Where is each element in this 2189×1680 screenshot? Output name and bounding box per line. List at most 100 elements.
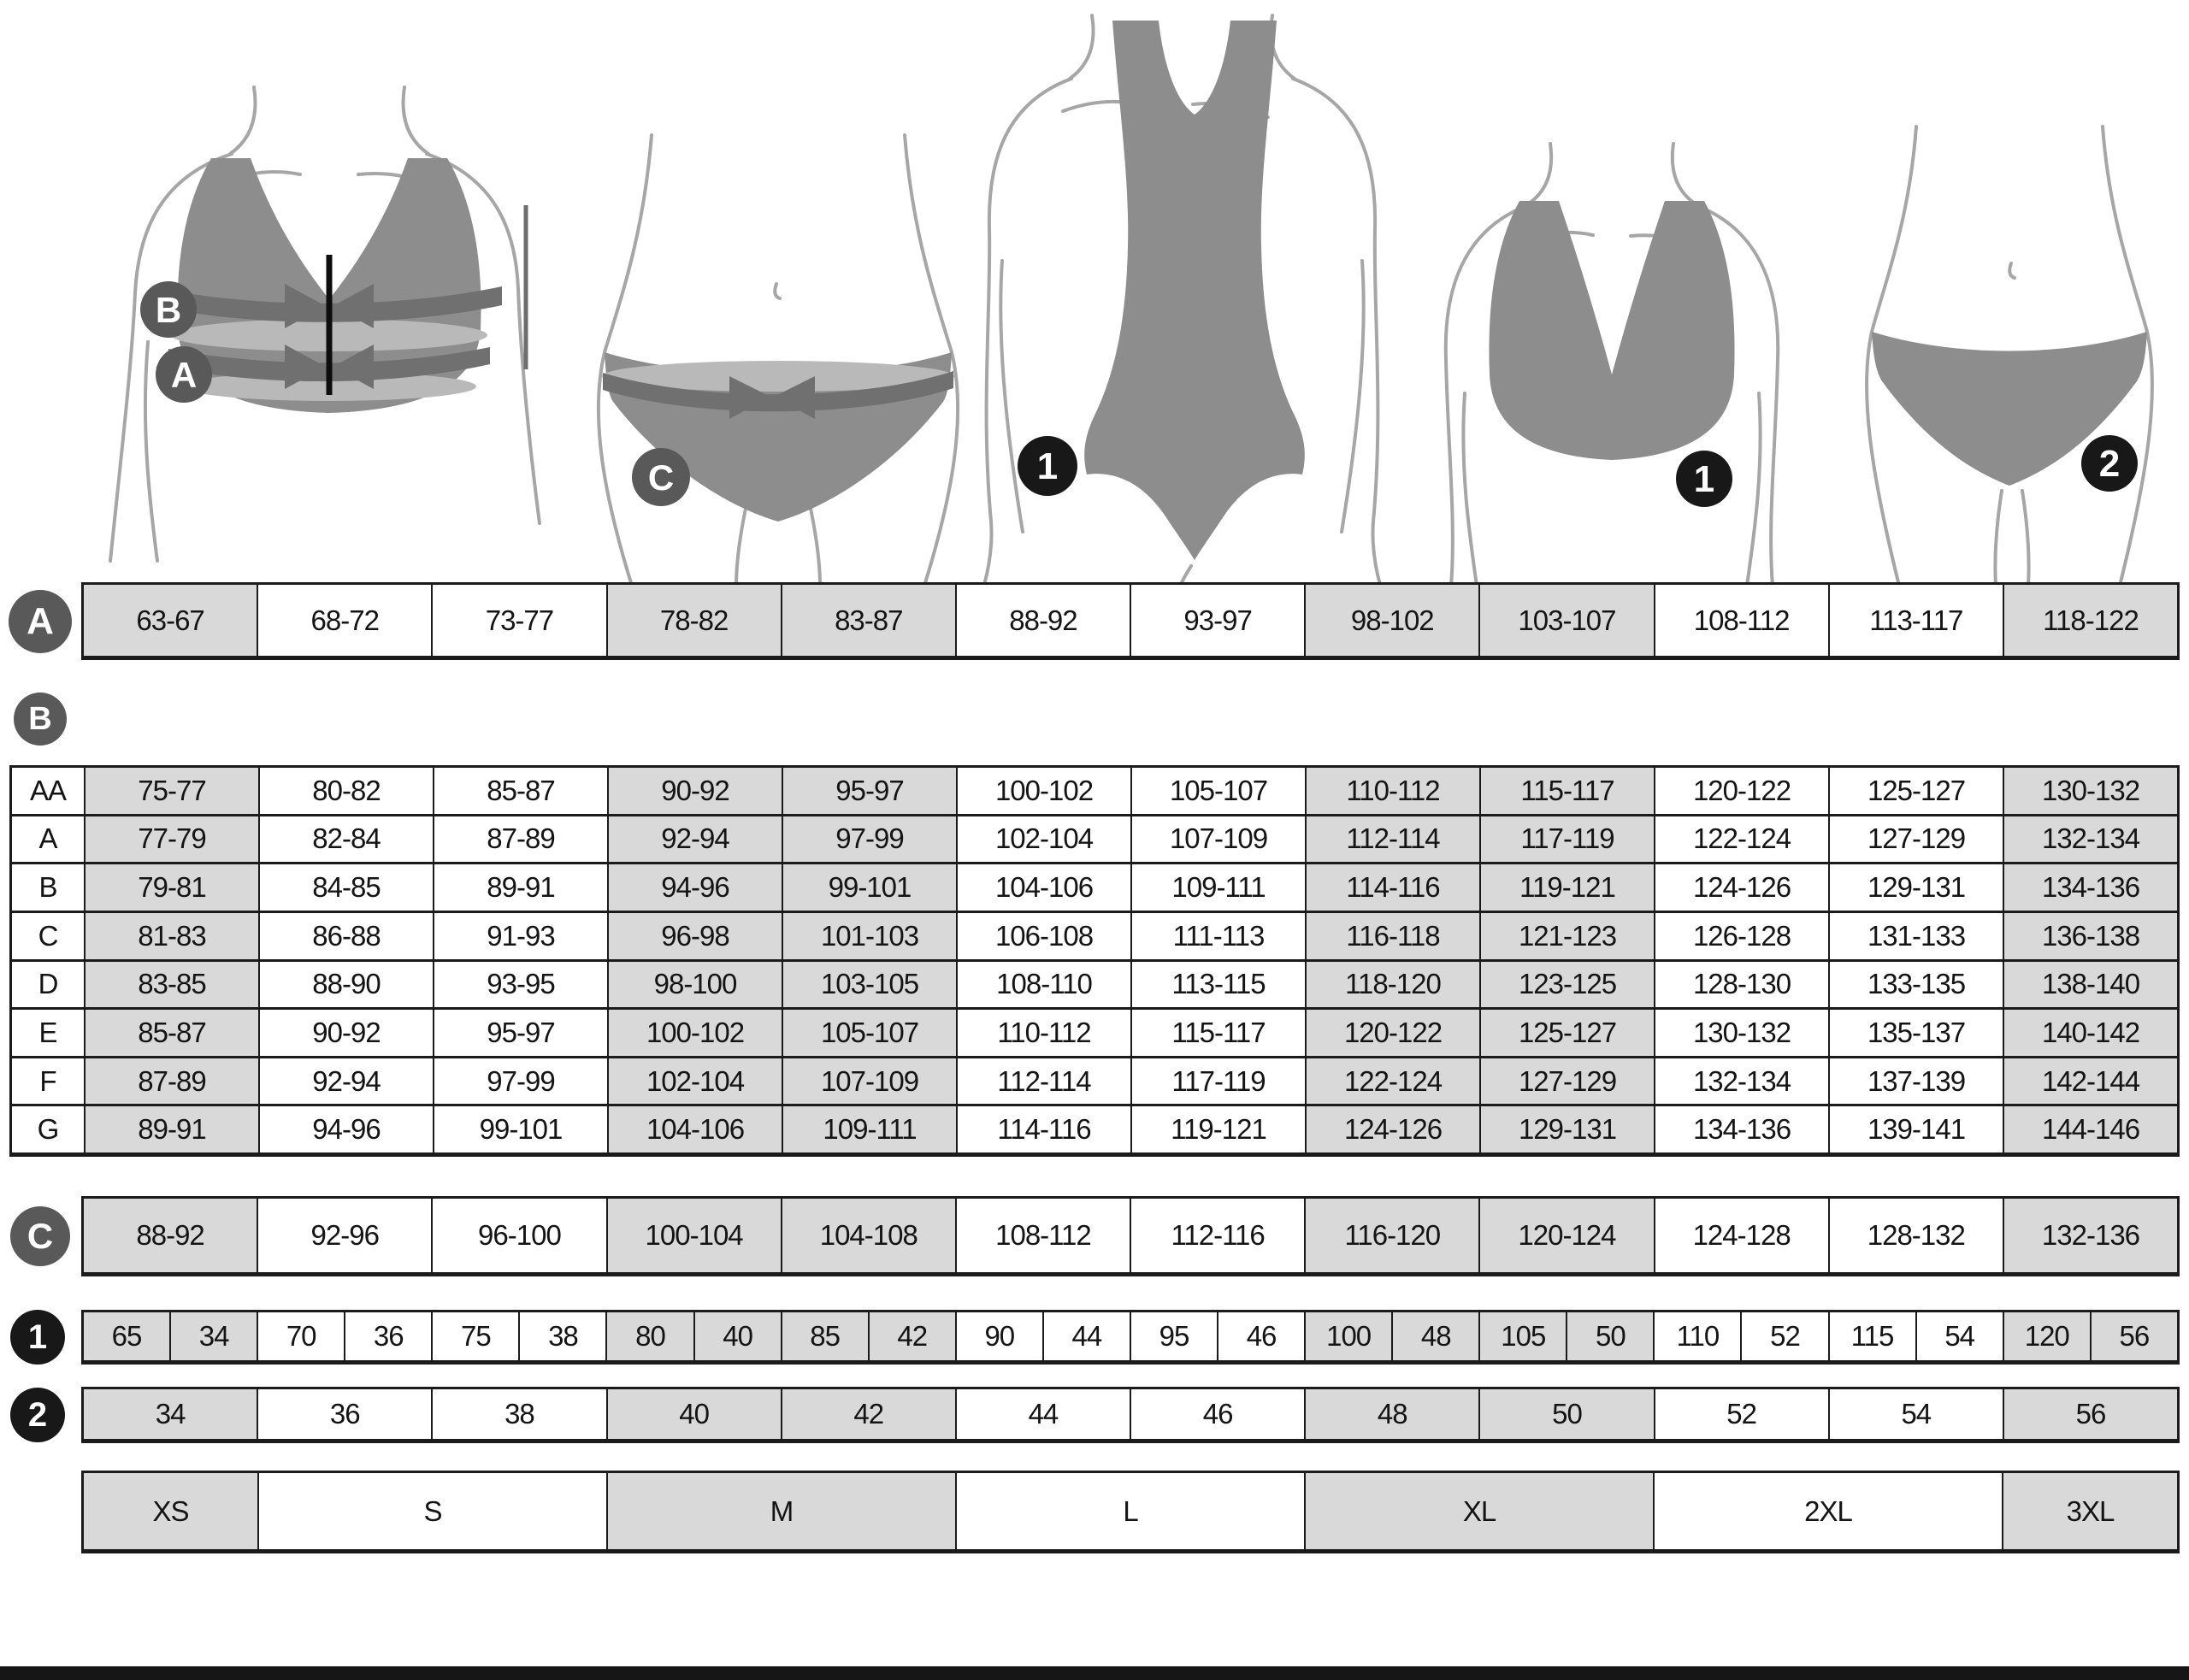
value-cell: 127-129 bbox=[1479, 1058, 1654, 1105]
value-cell: 40 bbox=[605, 1389, 781, 1439]
value-cell: 56 bbox=[2089, 1312, 2177, 1360]
figure-hips-measurement: C bbox=[596, 133, 960, 586]
arrow-right-icon bbox=[285, 284, 326, 328]
value-cell: 34 bbox=[169, 1312, 257, 1360]
value-cell: 120-124 bbox=[1478, 1199, 1654, 1272]
value-cell: 42 bbox=[780, 1389, 955, 1439]
value-cell: 128-130 bbox=[1654, 961, 1828, 1008]
value-cell: 42 bbox=[867, 1312, 955, 1360]
underbust-letter-badge: A bbox=[156, 346, 212, 403]
value-cell: 80-82 bbox=[258, 768, 433, 814]
value-cell: 89-91 bbox=[433, 864, 607, 911]
value-cell: B bbox=[12, 864, 84, 911]
cup-table-badge: B bbox=[14, 693, 67, 746]
value-cell: 134-136 bbox=[1654, 1106, 1828, 1152]
value-cell: 119-121 bbox=[1479, 864, 1654, 911]
underbust-row-cells: 63-67 68-72 73-77 78-82 83-87 88-92 93-97 98-10… bbox=[81, 582, 2180, 660]
value-cell: 110 bbox=[1653, 1312, 1741, 1360]
value-cell: 107-109 bbox=[1130, 816, 1305, 863]
value-cell: 102-104 bbox=[607, 1058, 782, 1105]
value-cell: 105-107 bbox=[1130, 768, 1305, 814]
value-cell: 105 bbox=[1478, 1312, 1567, 1360]
value-cell: 113-117 bbox=[1827, 585, 2003, 656]
value-cell: 124-126 bbox=[1654, 864, 1828, 911]
value-cell: 3XL bbox=[2002, 1473, 2177, 1549]
value-cell: 36 bbox=[344, 1312, 432, 1360]
value-cell: A bbox=[12, 816, 84, 863]
value-cell: 94-96 bbox=[258, 1106, 433, 1152]
value-cell: 97-99 bbox=[782, 816, 956, 863]
value-cell: 108-112 bbox=[954, 1199, 1130, 1272]
value-cell: 87-89 bbox=[433, 816, 607, 863]
value-cell: 82-84 bbox=[258, 816, 433, 863]
value-cell: 2XL bbox=[1653, 1473, 2002, 1549]
value-cell: 56 bbox=[2002, 1389, 2178, 1439]
value-cell: 117-119 bbox=[1479, 816, 1654, 863]
value-cell: 38 bbox=[431, 1389, 606, 1439]
figure-bra-measurement: B A bbox=[109, 85, 541, 563]
value-cell: 97-99 bbox=[433, 1058, 607, 1105]
value-cell: 129-131 bbox=[1828, 864, 2003, 911]
value-cell: 115 bbox=[1827, 1312, 1915, 1360]
arrow-left-icon bbox=[333, 284, 374, 328]
value-cell: L bbox=[955, 1473, 1304, 1549]
value-cell: 122-124 bbox=[1654, 816, 1828, 863]
value-cell: 122-124 bbox=[1305, 1058, 1479, 1105]
svg-text:1: 1 bbox=[1694, 458, 1714, 500]
underbust-row-badge: A bbox=[9, 590, 72, 653]
cup-table-row: D 83-85 88-90 93-95 98-100 103-105 108-110 113-… bbox=[12, 958, 2177, 1008]
value-cell: 92-94 bbox=[258, 1058, 433, 1105]
value-cell: 103-107 bbox=[1478, 585, 1654, 656]
sizes-row-cells: XS S M L XL 2XL 3XL bbox=[81, 1471, 2180, 1553]
hips-row-badge: C bbox=[10, 1206, 70, 1266]
value-cell: 70 bbox=[257, 1312, 345, 1360]
value-cell: 120 bbox=[2002, 1312, 2090, 1360]
value-cell: 50 bbox=[1566, 1312, 1654, 1360]
value-cell: 36 bbox=[257, 1389, 432, 1439]
value-cell: 109-111 bbox=[1130, 864, 1305, 911]
value-cell: 118-122 bbox=[2002, 585, 2178, 656]
value-cell: 116-120 bbox=[1304, 1199, 1479, 1272]
value-cell: 93-97 bbox=[1130, 585, 1305, 656]
value-cell: 119-121 bbox=[1130, 1106, 1305, 1152]
value-cell: 142-144 bbox=[2003, 1058, 2177, 1105]
value-cell: 88-92 bbox=[954, 585, 1130, 656]
arrow-left-icon bbox=[333, 345, 374, 389]
value-cell: 115-117 bbox=[1130, 1010, 1305, 1056]
value-cell: 136-138 bbox=[2003, 912, 2177, 959]
value-cell: 38 bbox=[518, 1312, 606, 1360]
value-cell: 120-122 bbox=[1654, 768, 1828, 814]
value-cell: 98-100 bbox=[607, 961, 782, 1008]
value-cell: 116-118 bbox=[1305, 912, 1479, 959]
value-cell: 80 bbox=[605, 1312, 693, 1360]
value-cell: 111-113 bbox=[1130, 912, 1305, 959]
arrow-right-icon bbox=[285, 345, 326, 389]
value-cell: 135-137 bbox=[1828, 1010, 2003, 1056]
value-cell: 140-142 bbox=[2003, 1010, 2177, 1056]
value-cell: 98-102 bbox=[1304, 585, 1479, 656]
value-cell: 96-100 bbox=[431, 1199, 606, 1272]
hips-measure-band bbox=[603, 371, 953, 412]
value-cell: 125-127 bbox=[1828, 768, 2003, 814]
value-cell: C bbox=[12, 912, 84, 959]
value-cell: 93-95 bbox=[433, 961, 607, 1008]
bottom-divider bbox=[0, 1666, 2189, 1680]
value-cell: 130-132 bbox=[1654, 1010, 1828, 1056]
value-cell: 99-101 bbox=[433, 1106, 607, 1152]
cup-table-row: A 77-79 82-84 87-89 92-94 97-99 102-104 107-109… bbox=[12, 813, 2177, 863]
value-cell: 137-139 bbox=[1828, 1058, 2003, 1105]
swimsuit-number-badge: 1 bbox=[1018, 436, 1077, 496]
value-cell: 109-111 bbox=[782, 1106, 956, 1152]
value-cell: 117-119 bbox=[1130, 1058, 1305, 1105]
value-cell: 96-98 bbox=[607, 912, 782, 959]
value-cell: 78-82 bbox=[605, 585, 781, 656]
value-cell: 90 bbox=[954, 1312, 1042, 1360]
hips-letter-badge: C bbox=[632, 448, 690, 506]
value-cell: 68-72 bbox=[257, 585, 432, 656]
value-cell: XL bbox=[1304, 1473, 1653, 1549]
arrow-left-icon bbox=[774, 376, 815, 419]
value-cell: 114-116 bbox=[956, 1106, 1130, 1152]
value-cell: 124-128 bbox=[1653, 1199, 1828, 1272]
value-cell: 100-104 bbox=[605, 1199, 781, 1272]
